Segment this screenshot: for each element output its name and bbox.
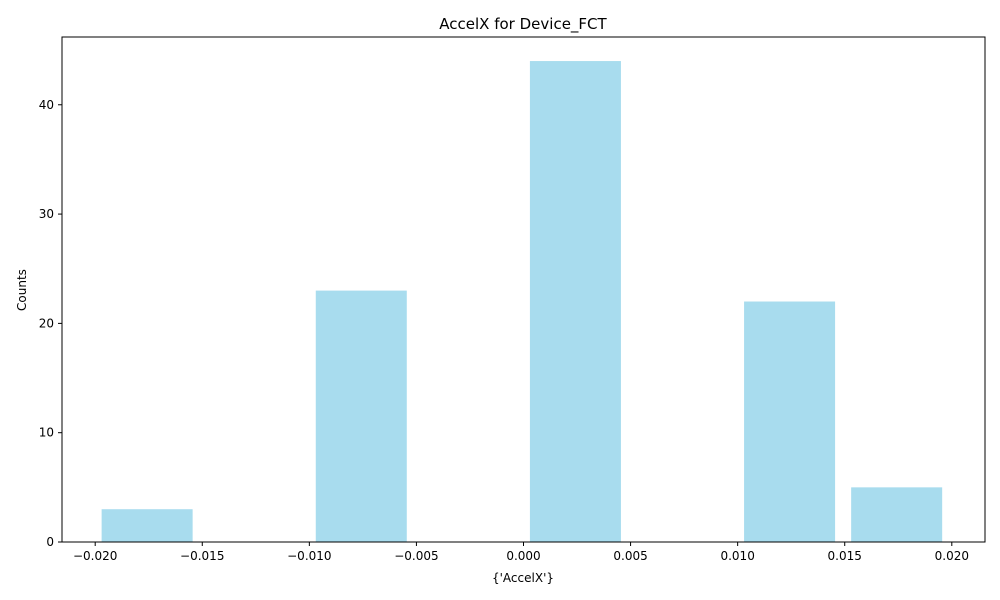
x-tick-label: 0.010 [720,549,754,563]
y-tick-label: 30 [39,207,54,221]
x-tick-label: −0.010 [287,549,331,563]
x-tick-label: −0.015 [180,549,224,563]
y-tick-label: 10 [39,426,54,440]
x-tick-label: −0.005 [394,549,438,563]
x-axis-label: {'AccelX'} [492,571,554,585]
y-tick-label: 20 [39,316,54,330]
x-tick-label: −0.020 [73,549,117,563]
bars-layer [101,61,943,543]
chart-title: AccelX for Device_FCT [439,15,607,34]
histogram-bar-2 [315,290,407,542]
y-axis-label: Counts [15,269,29,311]
x-axis: −0.020 −0.015 −0.010 −0.005 0.000 0.005 0.010 0… [73,542,969,563]
histogram-bar-5 [851,487,943,542]
plot-frame [61,36,986,543]
y-axis: 0 10 20 30 40 [39,98,62,549]
y-tick-label: 0 [46,535,54,549]
histogram-bar-1 [101,509,193,542]
x-tick-label: 0.015 [828,549,862,563]
x-tick-label: 0.000 [506,549,540,563]
histogram-bar-3 [529,61,621,543]
x-tick-label: 0.005 [613,549,647,563]
histogram-bar-4 [744,301,836,542]
y-tick-label: 40 [39,98,54,112]
x-tick-label: 0.020 [935,549,969,563]
